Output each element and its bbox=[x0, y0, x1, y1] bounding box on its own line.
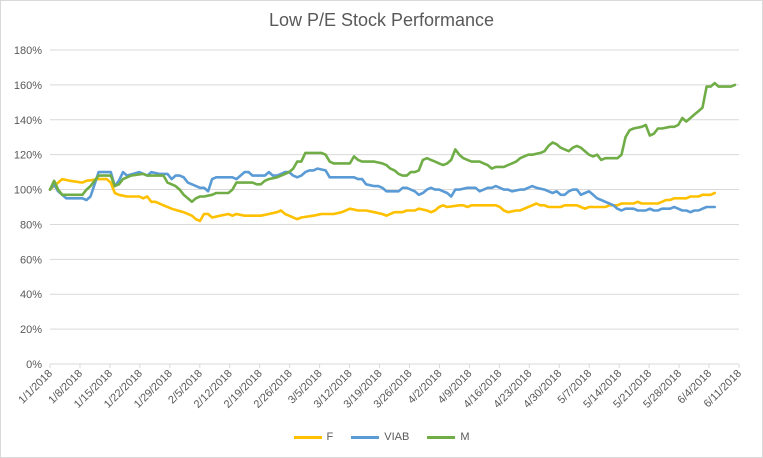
y-tick-label: 160% bbox=[14, 80, 42, 92]
legend-swatch-f bbox=[293, 435, 322, 439]
legend-item-m: M bbox=[427, 431, 469, 443]
series-line-viab bbox=[48, 167, 716, 214]
series-line-m bbox=[48, 81, 737, 204]
y-tick-label: 40% bbox=[20, 289, 42, 301]
y-tick-label: 0% bbox=[26, 359, 42, 371]
series-line-f bbox=[48, 177, 716, 223]
legend-label-viab: VIAB bbox=[384, 431, 410, 443]
legend-label-f: F bbox=[326, 431, 334, 443]
y-tick-label: 120% bbox=[14, 150, 42, 162]
y-tick-label: 140% bbox=[14, 115, 42, 127]
y-tick-label: 100% bbox=[14, 185, 42, 197]
legend-swatch-m bbox=[427, 435, 456, 439]
chart-title: Low P/E Stock Performance bbox=[268, 10, 495, 30]
legend-swatch-viab bbox=[351, 435, 380, 439]
y-tick-label: 20% bbox=[20, 324, 42, 336]
legend-label-m: M bbox=[460, 431, 470, 443]
y-tick-label: 60% bbox=[20, 254, 42, 266]
legend: F VIAB M bbox=[0, 431, 763, 443]
y-tick-label: 80% bbox=[20, 219, 42, 231]
legend-item-viab: VIAB bbox=[351, 431, 409, 443]
legend-item-f: F bbox=[293, 431, 334, 443]
y-tick-label: 180% bbox=[14, 45, 42, 57]
